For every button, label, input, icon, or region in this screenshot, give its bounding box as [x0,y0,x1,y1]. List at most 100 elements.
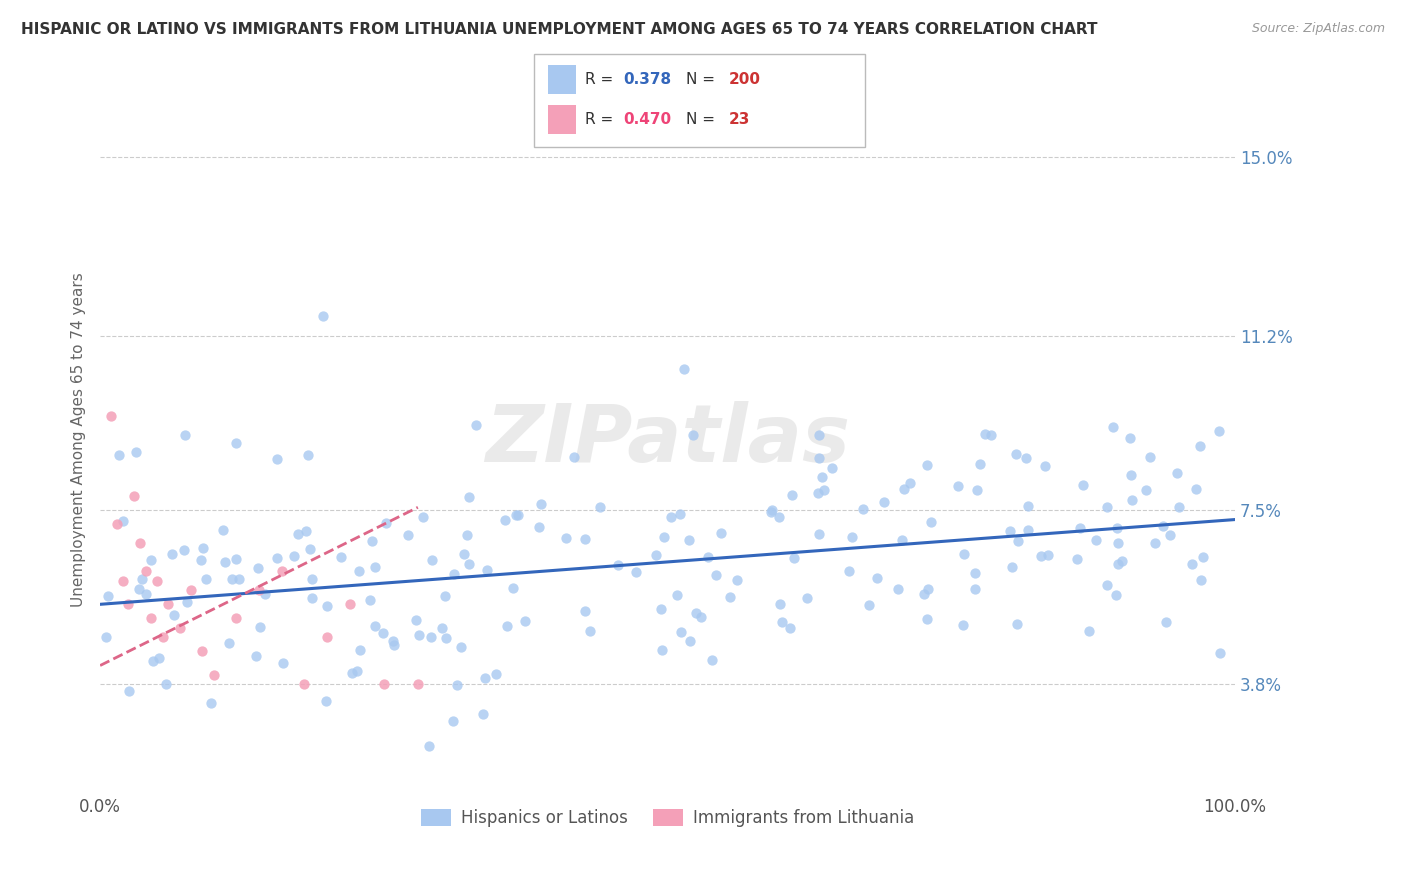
Point [1107,557,1129,571]
Point [141,611,163,625]
Point [191,541,214,556]
Point [1105,521,1128,535]
Point [271,656,294,670]
Point [796,591,818,605]
Point [1168,500,1191,515]
Point [420,553,443,567]
Point [412,509,434,524]
Point [97,589,120,603]
Point [770,615,793,630]
Point [458,557,481,571]
Point [1033,458,1056,473]
Point [807,428,830,442]
Point [974,427,997,442]
Point [915,458,938,472]
Point [298,542,321,557]
Point [588,500,610,514]
Point [811,470,834,484]
Point [225,551,247,566]
Point [1119,431,1142,445]
Point [1017,523,1039,537]
Point [530,497,553,511]
Point [100,409,122,423]
Point [1185,482,1208,496]
Point [221,572,243,586]
Point [1005,447,1028,461]
Point [446,678,468,692]
Point [211,524,233,538]
Point [434,632,457,646]
Point [506,508,529,522]
Point [768,597,790,611]
Point [373,677,395,691]
Point [349,643,371,657]
Point [725,574,748,588]
Point [965,582,987,597]
Point [1156,615,1178,629]
Text: N =: N = [686,72,720,87]
Point [477,563,499,577]
Point [1192,549,1215,564]
Point [1071,477,1094,491]
Point [1102,420,1125,434]
Point [315,599,337,613]
Point [502,581,524,595]
Point [301,591,323,605]
Point [1066,551,1088,566]
Point [912,586,935,600]
Point [200,696,222,710]
Point [1189,573,1212,587]
Point [718,590,741,604]
Point [142,654,165,668]
Point [1208,424,1230,438]
Point [953,547,976,561]
Point [873,494,896,508]
Point [624,566,647,580]
Point [808,451,831,466]
Point [464,417,486,432]
Point [249,620,271,634]
Point [485,667,508,681]
Point [963,566,986,580]
Point [146,574,169,588]
Point [247,583,270,598]
Point [496,618,519,632]
Point [494,513,516,527]
Point [780,488,803,502]
Text: N =: N = [686,112,720,127]
Point [1104,588,1126,602]
Point [125,444,148,458]
Point [666,588,689,602]
Point [105,517,128,532]
Point [458,490,481,504]
Point [173,543,195,558]
Point [294,677,316,691]
Point [1139,450,1161,464]
Point [245,648,267,663]
Point [1181,558,1204,572]
Point [157,597,180,611]
Point [396,528,419,542]
Point [527,520,550,534]
Point [813,483,835,497]
Point [841,530,863,544]
Point [434,589,457,603]
Point [852,501,875,516]
Point [654,530,676,544]
Point [190,553,212,567]
Point [1111,554,1133,568]
Point [761,503,783,517]
Point [606,558,628,572]
Point [1152,518,1174,533]
Point [173,427,195,442]
Point [453,547,475,561]
Point [359,592,381,607]
Point [807,486,830,500]
Point [1189,439,1212,453]
Point [678,533,700,548]
Point [980,428,1002,442]
Point [891,533,914,547]
Point [202,668,225,682]
Point [1007,533,1029,548]
Point [1135,483,1157,497]
